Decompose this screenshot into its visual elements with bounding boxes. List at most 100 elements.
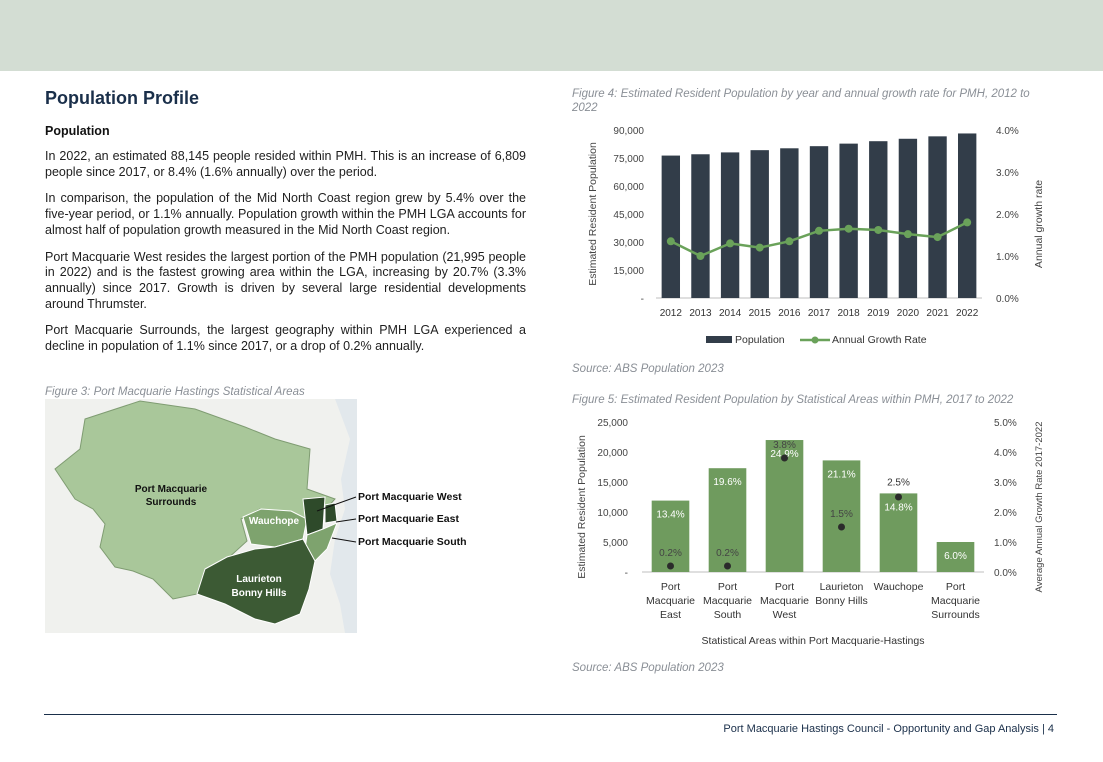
population-bar — [691, 154, 710, 298]
paragraph-3: Port Macquarie West resides the largest … — [45, 249, 526, 311]
y-tick-label: 75,000 — [613, 154, 644, 165]
paragraph-2: In comparison, the population of the Mid… — [45, 191, 526, 237]
bar-share-label: 6.0% — [944, 551, 967, 562]
growth-rate-point — [726, 239, 735, 248]
y-tick-label: 45,000 — [613, 210, 644, 221]
x-tick-label: South — [714, 609, 742, 621]
y2-tick-label: 0.0% — [994, 568, 1017, 579]
figure5-caption: Figure 5: Estimated Resident Population … — [572, 394, 1014, 406]
bar-share-label: 13.4% — [656, 510, 684, 521]
x-tick-label: East — [660, 609, 681, 621]
y-tick-label: 30,000 — [613, 238, 644, 249]
y-tick-label: 90,000 — [613, 126, 644, 137]
y-axis-title: Estimated Resident Population — [587, 142, 599, 286]
figure4-caption: Figure 4: Estimated Resident Population … — [572, 88, 1030, 114]
growth-rate-label: 0.2% — [716, 548, 739, 559]
text-column: Population Profile Population In 2022, a… — [45, 88, 526, 366]
y-tick-label: 25,000 — [597, 418, 628, 429]
y2-tick-label: 3.0% — [994, 478, 1017, 489]
y2-tick-label: 2.0% — [994, 508, 1017, 519]
population-bar — [750, 150, 769, 298]
label-wauchope: Wauchope — [249, 516, 300, 527]
population-bar — [720, 152, 740, 298]
population-bar — [898, 138, 918, 298]
x-tick-label: Macquarie — [703, 595, 752, 607]
x-tick-label: 2014 — [719, 308, 742, 319]
x-tick-label: 2019 — [867, 308, 890, 319]
growth-rate-dot — [838, 523, 845, 531]
y2-tick-label: 2.0% — [996, 210, 1019, 221]
growth-rate-point — [696, 252, 705, 260]
growth-rate-point — [815, 226, 823, 235]
x-tick-label: 2018 — [838, 308, 861, 319]
population-bar — [708, 468, 747, 572]
growth-rate-label: 1.5% — [830, 509, 853, 520]
statistical-areas-chart: - 5,000 10,000 15,000 20,000 25,000 0.0% 1.0% 2.… — [576, 418, 1045, 647]
y2-tick-label: 4.0% — [994, 448, 1017, 459]
header-band — [0, 0, 1103, 71]
y-tick-label: 5,000 — [603, 538, 628, 549]
population-bar — [869, 141, 888, 298]
statistical-areas-map: Port Macquarie Surrounds Wauchope Laurie… — [45, 399, 357, 633]
x-tick-label: 2017 — [808, 308, 831, 319]
y2-tick-label: 1.0% — [996, 252, 1019, 263]
callout-pm-east: Port Macquarie East — [358, 513, 459, 525]
label-laurieton-2: Bonny Hills — [231, 588, 286, 599]
x-tick-label: 2013 — [689, 308, 712, 319]
population-bar — [765, 440, 804, 572]
y2-tick-label: 1.0% — [994, 538, 1017, 549]
x-tick-label: Macquarie — [646, 595, 695, 607]
legend-growth-marker — [811, 336, 819, 344]
population-bar — [928, 136, 947, 298]
figure3-caption: Figure 3: Port Macquarie Hastings Statis… — [45, 386, 305, 398]
y-tick-label: 20,000 — [597, 448, 628, 459]
region-wauchope — [242, 508, 308, 548]
y2-tick-label: 4.0% — [996, 126, 1019, 137]
population-bar — [839, 143, 858, 298]
footer-text: Port Macquarie Hastings Council - Opport… — [723, 723, 1054, 735]
y-tick-label: 15,000 — [613, 266, 644, 277]
x-tick-label: 2021 — [926, 308, 949, 319]
region-pm-east — [324, 502, 338, 524]
region-surrounds — [54, 400, 336, 600]
x-axis-title: Statistical Areas within Port Macquarie-… — [702, 635, 925, 647]
growth-rate-dot — [895, 493, 902, 501]
sea-area — [330, 399, 357, 633]
sub-title: Population — [45, 124, 110, 138]
label-laurieton-1: Laurieton — [236, 574, 282, 585]
figure5-source: Source: ABS Population 2023 — [572, 662, 724, 674]
population-bar — [822, 460, 861, 572]
x-tick-label: Surrounds — [931, 609, 979, 621]
arrow-pm-west — [316, 496, 357, 512]
x-tick-label: Macquarie — [760, 595, 809, 607]
y2-tick-label: 3.0% — [996, 168, 1019, 179]
y-tick-label: 10,000 — [597, 508, 628, 519]
arrow-pm-south — [331, 537, 357, 543]
population-bar — [936, 542, 975, 572]
callout-pm-west: Port Macquarie West — [358, 491, 462, 503]
x-tick-label: Port — [718, 581, 737, 593]
paragraph-4: Port Macquarie Surrounds, the largest ge… — [45, 323, 526, 354]
label-surrounds-1: Port Macquarie — [135, 484, 208, 495]
y-axis-title: Estimated Resident Population — [576, 435, 588, 579]
growth-rate-dot — [781, 454, 788, 462]
x-tick-label: Port — [661, 581, 680, 593]
legend-population-swatch — [706, 336, 732, 343]
section-title: Population Profile — [45, 88, 200, 108]
x-tick-label: 2016 — [778, 308, 801, 319]
x-tick-label: 2015 — [749, 308, 772, 319]
growth-rate-point — [963, 218, 972, 227]
growth-rate-point — [666, 237, 675, 246]
x-tick-label: Wauchope — [874, 581, 924, 593]
y2-axis-title: Annual growth rate — [1033, 180, 1045, 268]
x-tick-label: Laurieton — [820, 581, 864, 593]
population-bar — [809, 146, 829, 298]
map-callout-arrows — [316, 496, 357, 543]
region-laurieton — [196, 538, 316, 625]
x-tick-label: Port — [946, 581, 965, 593]
x-tick-label: Bonny Hills — [815, 595, 868, 607]
growth-rate-dot — [724, 562, 731, 570]
population-bar — [661, 155, 681, 298]
figure4-source: Source: ABS Population 2023 — [572, 363, 724, 375]
legend-population-label: Population — [735, 334, 785, 346]
